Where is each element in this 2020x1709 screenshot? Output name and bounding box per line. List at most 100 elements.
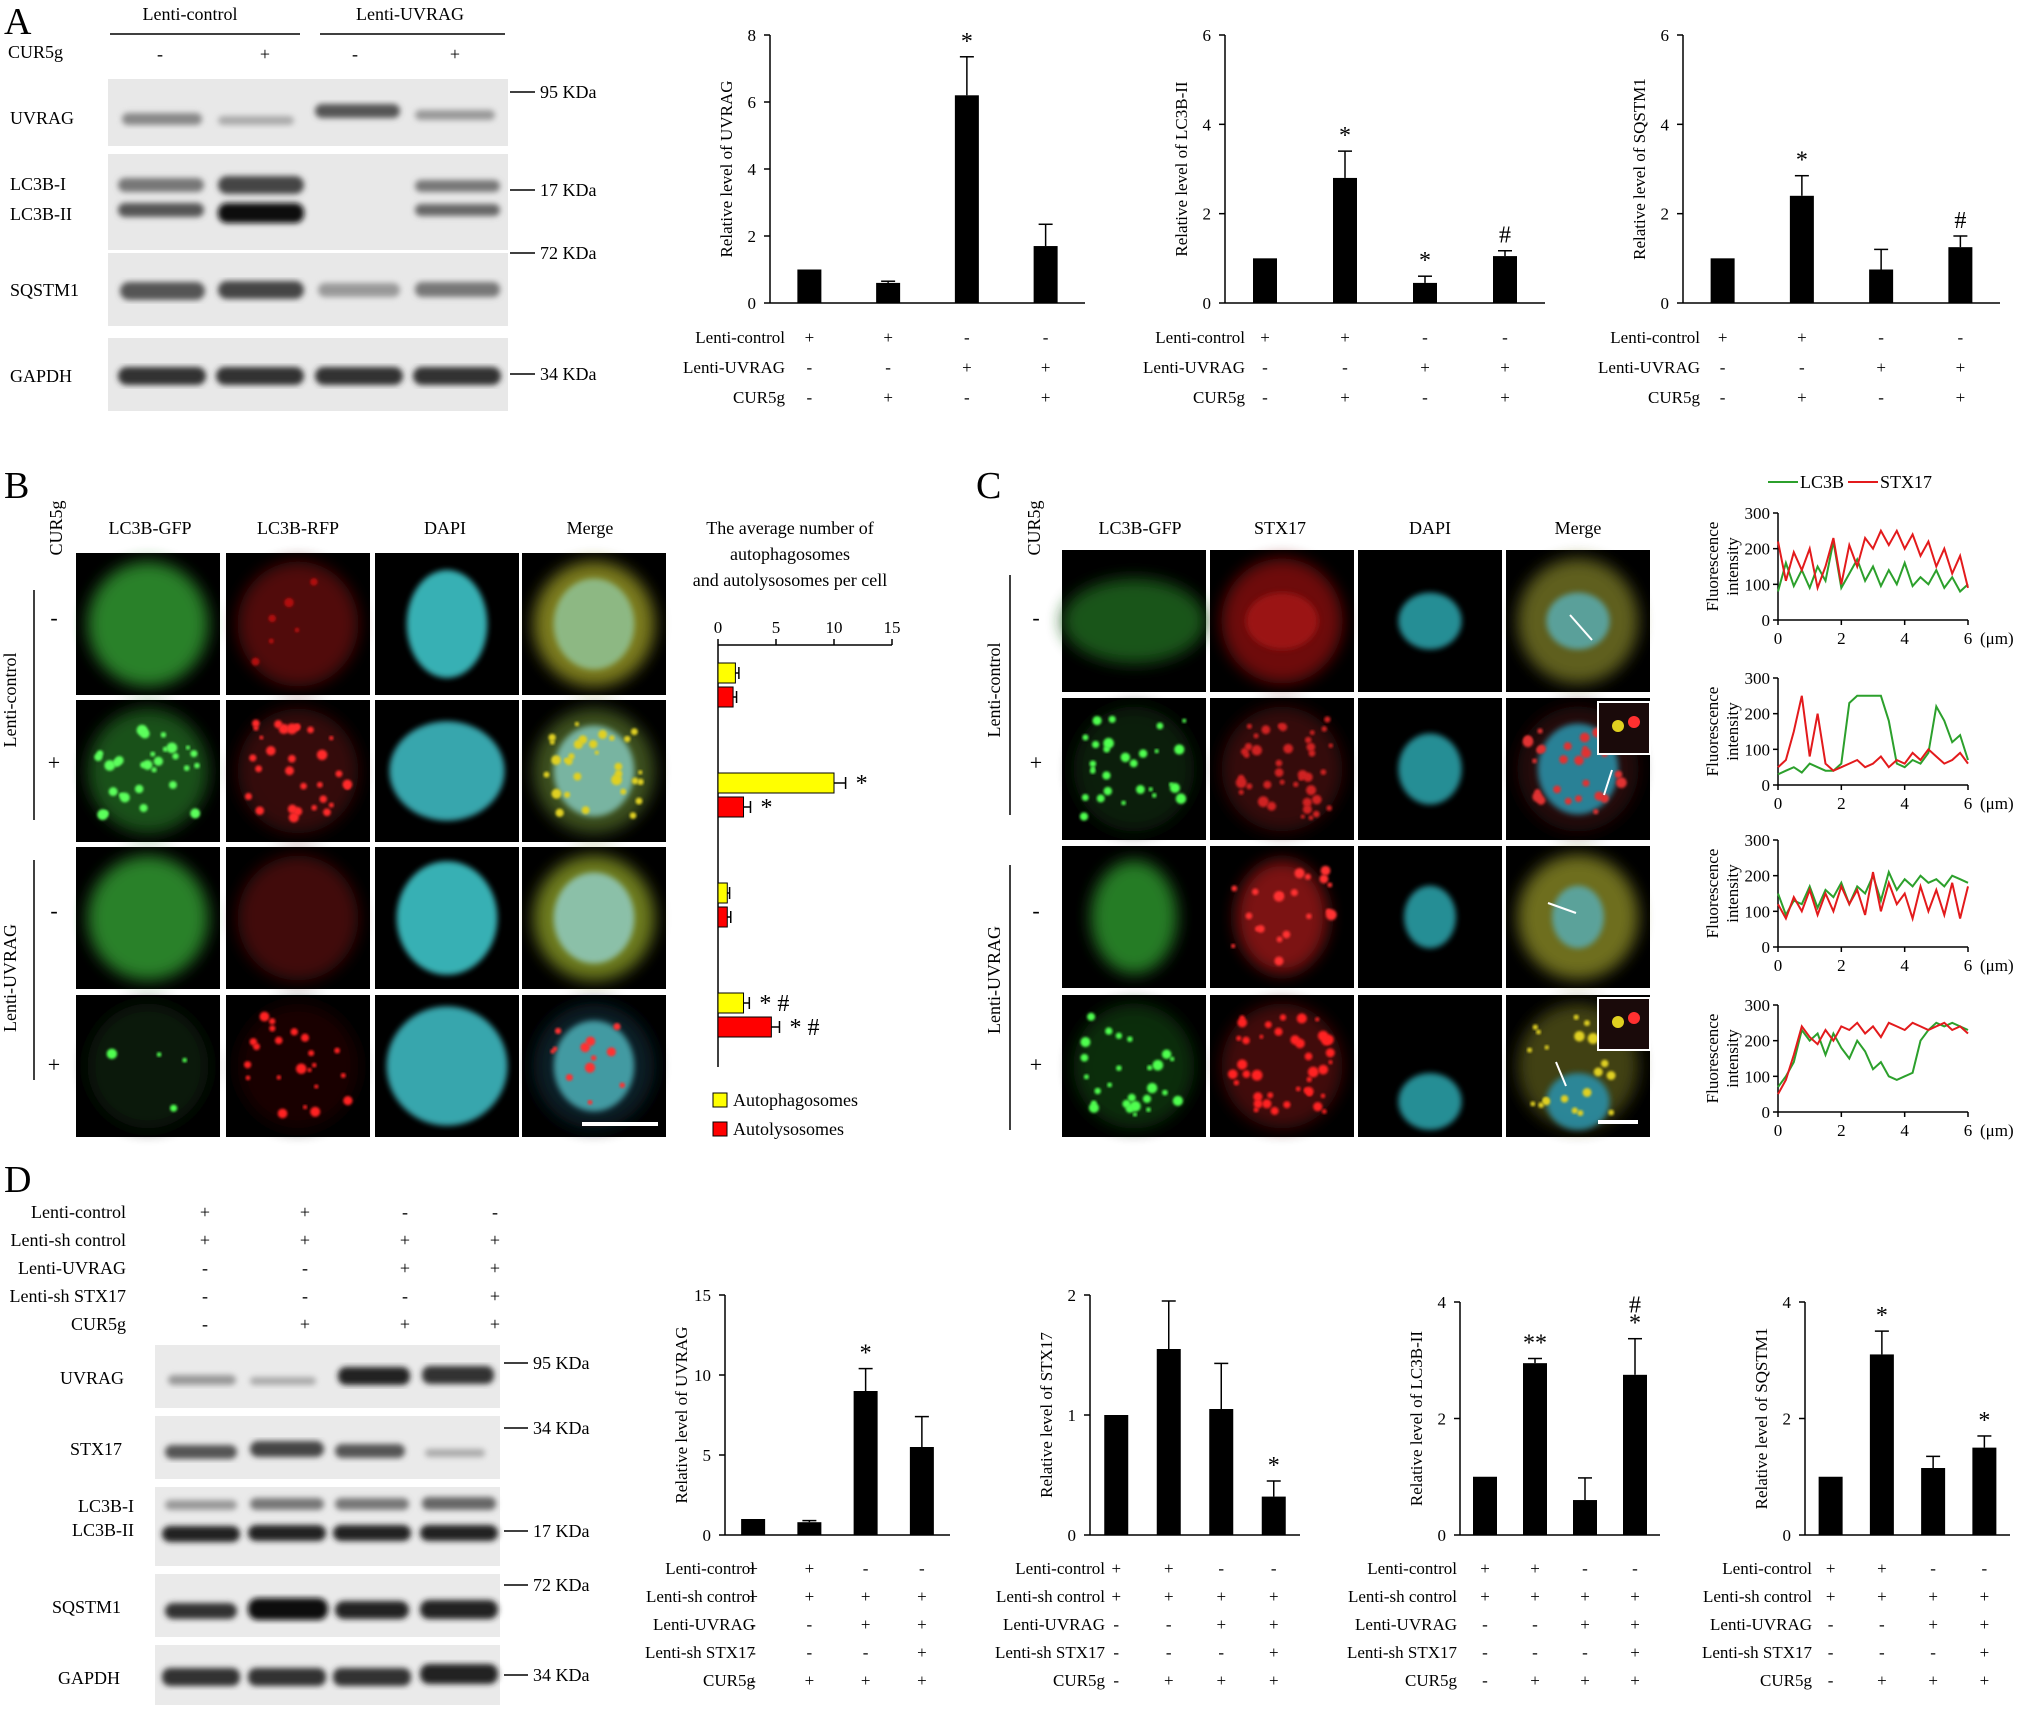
puncta [310, 1106, 321, 1117]
puncta [635, 797, 643, 805]
puncta [190, 750, 198, 758]
condition-label: Lenti-sh STX17 [1702, 1643, 1813, 1662]
significance-mark: * # [789, 1015, 819, 1041]
condition-sign: + [917, 1671, 927, 1690]
puncta [168, 781, 177, 789]
significance-mark: ** [1523, 1331, 1547, 1357]
y-tick-label: 0 [1783, 1526, 1792, 1545]
b-group-label-control: Lenti-control [0, 653, 20, 748]
condition-sign: + [1111, 1587, 1121, 1606]
puncta [1231, 885, 1238, 892]
puncta [548, 733, 556, 742]
puncta [543, 771, 550, 778]
condition-sign: + [1580, 1615, 1590, 1634]
bar-autolysosomes [717, 796, 745, 818]
condition-label: Lenti-control [1610, 328, 1700, 347]
puncta [166, 742, 178, 754]
condition-label: Lenti-UVRAG [1598, 358, 1700, 377]
puncta [190, 808, 201, 819]
c-column-header: LC3B-GFP [1098, 518, 1181, 538]
line-scan-marker [1555, 1061, 1567, 1087]
nucleus [1546, 592, 1610, 650]
b-legend-swatch-autophagosomes [712, 1092, 728, 1108]
puncta [1530, 1101, 1536, 1107]
y-tick-label: 4 [1661, 115, 1670, 134]
d-condition-sign: + [490, 1258, 500, 1278]
puncta [1270, 1106, 1279, 1115]
puncta [1274, 956, 1284, 966]
condition-sign: + [1420, 358, 1430, 377]
d-condition-sign: + [400, 1258, 410, 1278]
puncta [1608, 1109, 1615, 1116]
puncta [613, 1022, 621, 1031]
a-blot-label-gapdh: GAPDH [10, 366, 72, 386]
condition-sign: + [1340, 388, 1350, 407]
condition-sign: + [1826, 1587, 1836, 1606]
c-group-label-uvrag: Lenti-UVRAG [984, 926, 1004, 1034]
puncta [1577, 1109, 1584, 1116]
puncta [606, 1047, 616, 1057]
y-tick-label: 2 [1203, 205, 1212, 224]
bar [1261, 1496, 1286, 1535]
puncta [335, 770, 343, 778]
a-marker-17: 17 KDa [540, 180, 597, 200]
puncta [314, 1084, 319, 1089]
puncta [1088, 1102, 1099, 1113]
a-blot-label-lc3b-i: LC3B-I [10, 174, 66, 194]
x-tick-label: 6 [1964, 794, 1973, 813]
puncta [319, 795, 328, 803]
b-legend-autolysosomes: Autolysosomes [733, 1119, 844, 1139]
condition-sign: + [1111, 1559, 1121, 1578]
puncta [1327, 882, 1333, 888]
y-tick-label: 8 [748, 26, 757, 45]
y-tick-label: 2 [1783, 1410, 1792, 1429]
puncta [1238, 789, 1244, 795]
d-condition-label: CUR5g [71, 1314, 126, 1334]
puncta [1081, 793, 1089, 801]
a-blot-label-lc3b-ii: LC3B-II [10, 204, 72, 224]
puncta [1290, 1035, 1300, 1045]
puncta [1582, 1088, 1592, 1097]
puncta [1532, 1024, 1538, 1030]
condition-sign: + [1164, 1587, 1174, 1606]
puncta [1261, 725, 1271, 735]
condition-label: CUR5g [1405, 1671, 1457, 1690]
chart-autophagosome-counts: 0 5 10 15 * * # * * # [714, 618, 901, 1067]
condition-sign: + [861, 1671, 871, 1690]
x-tick-label: 0 [1774, 956, 1783, 975]
puncta [1245, 912, 1253, 920]
a-blot-lc3b [108, 154, 508, 250]
puncta [1308, 749, 1316, 757]
d-blot-label-lc3b-i: LC3B-I [78, 1496, 134, 1516]
condition-sign: - [1879, 1615, 1885, 1634]
a-blot-sqstm1 [108, 253, 508, 326]
bar [1104, 1415, 1129, 1535]
condition-label: Lenti-UVRAG [1710, 1615, 1812, 1634]
x-unit: (μm) [1980, 794, 2014, 813]
puncta [1146, 1082, 1158, 1094]
bar [909, 1447, 934, 1535]
cell-body [1073, 1003, 1195, 1129]
c-column-header: DAPI [1409, 518, 1451, 538]
puncta [255, 806, 265, 815]
condition-label: Lenti-sh control [1348, 1587, 1457, 1606]
y-tick-label: 4 [748, 160, 757, 179]
c-group-label-control: Lenti-control [984, 643, 1004, 738]
puncta [1152, 1059, 1164, 1071]
condition-sign: - [1218, 1643, 1224, 1662]
y-tick-label: 0 [1438, 1526, 1447, 1545]
d-blot-stx17 [155, 1416, 500, 1479]
y-axis-label: intensity [1723, 537, 1742, 596]
puncta [288, 812, 299, 823]
puncta [134, 784, 144, 794]
d-condition-sign: - [302, 1286, 308, 1306]
puncta [1306, 785, 1317, 796]
y-tick-label: 6 [1661, 26, 1670, 45]
y-axis-label: intensity [1723, 864, 1742, 923]
puncta [563, 757, 569, 763]
puncta [1151, 793, 1157, 798]
a-blot-label-uvrag: UVRAG [10, 108, 74, 128]
bar [797, 269, 822, 303]
condition-sign: + [1216, 1587, 1226, 1606]
